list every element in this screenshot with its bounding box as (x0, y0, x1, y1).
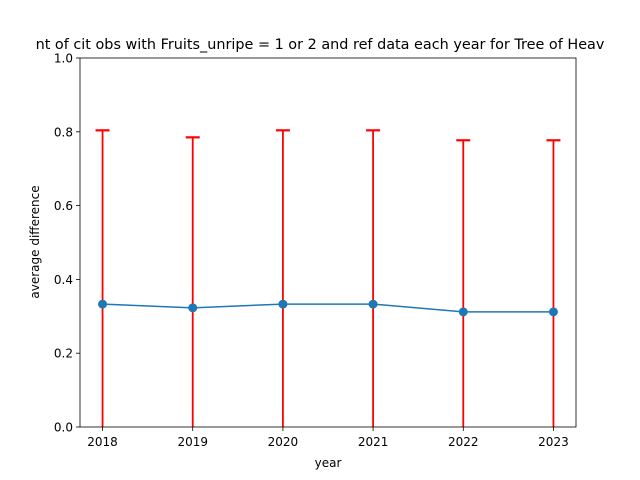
x-axis: 2018 2019 2020 2021 2022 2023 (87, 427, 569, 449)
y-tick-label: 0.0 (54, 421, 73, 435)
y-tick-label: 0.6 (54, 199, 73, 213)
y-axis-label: average difference (28, 185, 42, 298)
chart-title: nt of cit obs with Fruits_unripe = 1 or … (36, 37, 605, 53)
errorbars (95, 129, 561, 427)
data-point (188, 303, 198, 313)
plot-area (79, 57, 577, 428)
series-markers (98, 299, 558, 317)
y-tick-label: 1.0 (54, 52, 73, 66)
data-point (458, 307, 468, 317)
x-tick-label: 2020 (268, 435, 299, 449)
x-tick-label: 2021 (358, 435, 389, 449)
data-point (548, 307, 558, 317)
x-axis-label: year (315, 456, 342, 470)
x-tick-label: 2019 (177, 435, 208, 449)
x-tick-label: 2023 (538, 435, 569, 449)
data-point (98, 299, 108, 309)
plot-frame (79, 57, 577, 428)
data-point (368, 299, 378, 309)
series-line (102, 303, 554, 313)
data-point (278, 299, 288, 309)
x-tick-label: 2018 (87, 435, 118, 449)
y-tick-label: 0.4 (54, 273, 73, 287)
y-tick-label: 0.2 (54, 347, 73, 361)
y-tick-label: 0.8 (54, 125, 73, 139)
x-tick-label: 2022 (448, 435, 479, 449)
y-axis: 0.0 0.2 0.4 0.6 0.8 1.0 (54, 52, 80, 435)
